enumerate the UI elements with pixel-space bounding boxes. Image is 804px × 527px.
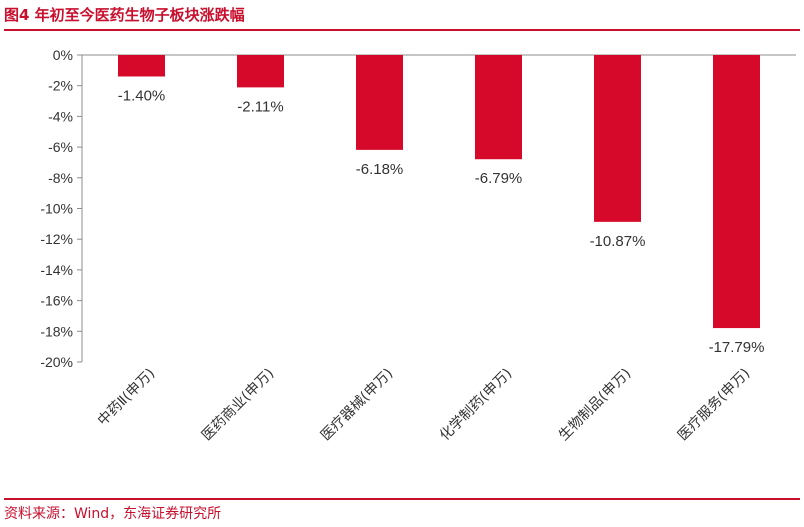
y-tick-label: -18% — [40, 323, 73, 339]
y-tick-label: -20% — [40, 354, 73, 370]
y-axis: 0% -2% -4% -6% -8% -10% -12% -14% -16% -18% -20% — [40, 47, 796, 370]
source-divider — [4, 498, 800, 500]
y-tick-label: -2% — [48, 78, 73, 94]
bar — [713, 55, 760, 329]
figure-title: 图4 年初至今医药生物子板块涨跌幅 — [4, 6, 245, 24]
data-labels: -1.40% -2.11% -6.18% -6.79% -10.87% -17.79% — [118, 87, 765, 356]
y-tick-label: -8% — [48, 170, 73, 186]
bars — [118, 55, 760, 329]
x-tick-label: 中药Ⅱ(申万) — [95, 366, 159, 430]
data-label: -6.79% — [475, 170, 523, 187]
y-tick-label: -14% — [40, 262, 73, 278]
source-note: 资料来源：Wind，东海证券研究所 — [4, 506, 222, 522]
bar-chart: 0% -2% -4% -6% -8% -10% -12% -14% -16% -18% -20% -… — [40, 47, 796, 444]
data-label: -6.18% — [356, 161, 404, 178]
bar — [356, 55, 403, 150]
x-tick-label: 医药商业(申万) — [199, 366, 277, 444]
y-tick-label: -16% — [40, 293, 73, 309]
data-label: -17.79% — [709, 339, 765, 356]
data-label: -1.40% — [118, 87, 166, 104]
y-tick-label: -10% — [40, 201, 73, 217]
y-tick-label: -4% — [48, 108, 73, 124]
bar — [475, 55, 522, 160]
data-label: -10.87% — [590, 233, 646, 250]
data-label: -2.11% — [237, 98, 283, 115]
title-divider — [4, 29, 800, 31]
y-tick-label: 0% — [53, 47, 73, 63]
x-tick-label: 生物制品(申万) — [556, 366, 634, 444]
x-tick-label: 化学制药(申万) — [437, 366, 515, 444]
bar — [594, 55, 641, 222]
bar — [118, 55, 165, 77]
x-tick-label: 医疗器械(申万) — [318, 366, 396, 444]
x-tick-label: 医疗服务(申万) — [675, 366, 753, 444]
bar — [237, 55, 284, 88]
y-tick-label: -12% — [40, 231, 73, 247]
y-tick-label: -6% — [48, 139, 73, 155]
x-axis-categories: 中药Ⅱ(申万) 医药商业(申万) 医疗器械(申万) 化学制药(申万) 生物制品(申万) 医… — [95, 366, 754, 444]
